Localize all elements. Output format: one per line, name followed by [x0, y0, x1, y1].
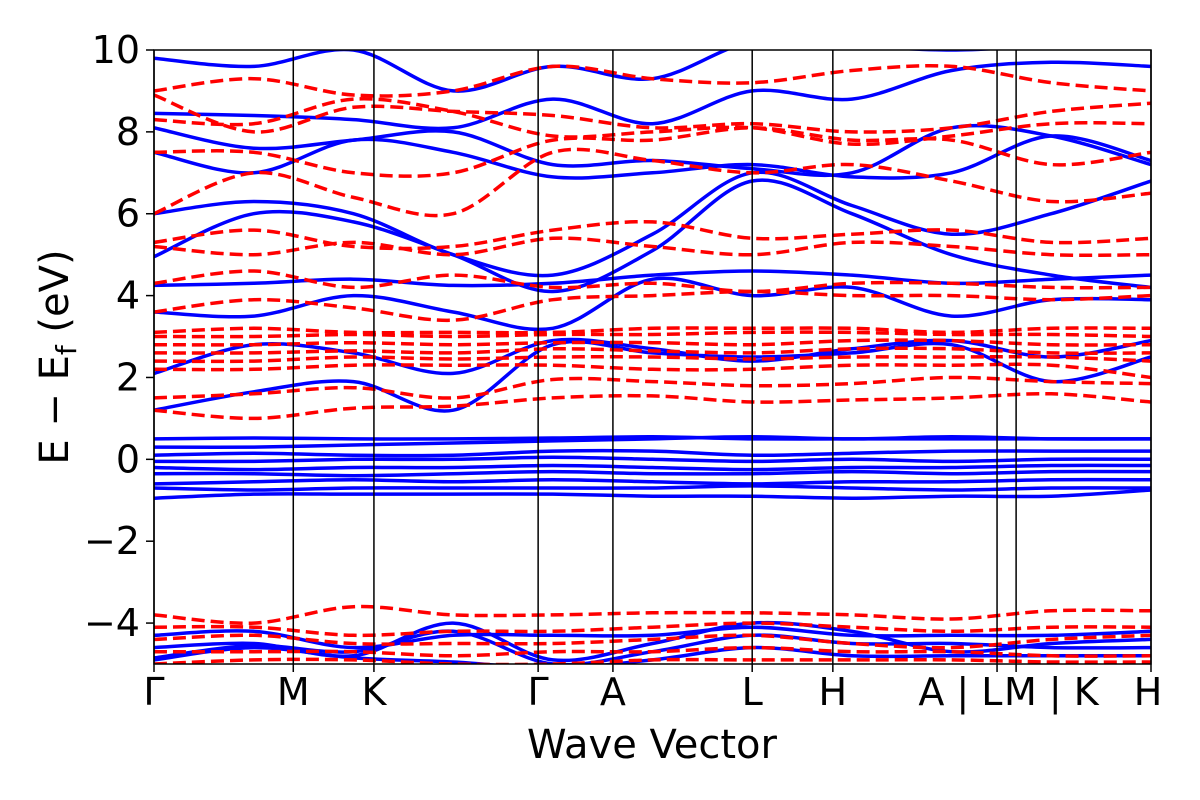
band-line-dashed: [154, 330, 1151, 339]
kpoint-label: Γ: [143, 670, 164, 714]
y-axis: −4 −2 0 2 4 6 8 10: [84, 28, 154, 645]
band-line-dashed: [154, 633, 1151, 650]
band-line-solid: [154, 469, 1151, 478]
band-line-dashed: [154, 147, 1151, 218]
kpoint-label: A: [600, 670, 626, 714]
band-line-solid: [154, 455, 1151, 464]
kpoint-label: M | K: [1004, 670, 1100, 715]
band-line-solid: [154, 625, 1151, 650]
band-line-dashed: [154, 375, 1151, 400]
band-line-solid: [154, 488, 1151, 500]
band-line-solid: [154, 276, 1151, 332]
band-line-dashed: [154, 621, 1151, 638]
band-line-solid: [154, 60, 1151, 131]
band-line-dashed: [154, 338, 1151, 347]
band-line-dashed: [154, 236, 1151, 258]
bands-group: [154, 50, 1151, 664]
band-line-dashed: [154, 126, 1151, 178]
band-line-solid: [154, 337, 1151, 376]
kpoint-label: A | L: [918, 670, 1002, 715]
y-axis-label-main: E − E: [32, 355, 78, 465]
y-tick-label: 0: [116, 437, 140, 481]
band-line-solid: [154, 435, 1151, 449]
band-line-solid: [154, 477, 1151, 486]
kpoint-label: K: [361, 670, 387, 714]
band-line-dashed: [154, 289, 1151, 323]
band-line-solid: [154, 170, 1151, 278]
band-line-dashed: [154, 645, 1151, 658]
band-line-dashed: [154, 354, 1151, 364]
kpoint-label: H: [1134, 670, 1163, 714]
band-line-solid: [154, 178, 1151, 294]
y-axis-label: E − Ef (eV): [32, 249, 83, 464]
band-line-solid: [154, 484, 1151, 492]
band-line-dashed: [154, 326, 1151, 335]
band-line-dashed: [154, 391, 1151, 421]
plot-frame: [153, 49, 1152, 665]
y-tick-label: −4: [84, 601, 140, 645]
band-line-dashed: [154, 93, 1151, 134]
band-line-dashed: [154, 362, 1151, 380]
kpoint-label: Γ: [528, 670, 549, 714]
y-axis-label-unit: (eV): [32, 249, 78, 345]
band-line-dashed: [154, 346, 1151, 355]
band-line-dashed: [154, 604, 1151, 625]
band-line-dashed: [154, 269, 1151, 294]
y-tick-label: 2: [116, 355, 140, 399]
y-tick-label: −2: [84, 519, 140, 563]
band-line-solid: [154, 134, 1151, 180]
kpoint-label: M: [277, 670, 310, 714]
y-tick-label: 6: [116, 192, 140, 236]
band-line-dashed: [154, 657, 1151, 664]
y-axis-label-sub: f: [50, 344, 83, 355]
x-axis-label: Wave Vector: [527, 722, 778, 768]
y-tick-label: 8: [116, 110, 140, 154]
band-line-solid: [154, 448, 1151, 458]
y-tick-label: 10: [92, 28, 140, 72]
band-line-dashed: [154, 97, 1151, 147]
y-tick-label: 4: [116, 274, 140, 318]
kpoint-label: H: [819, 670, 848, 714]
band-line-solid: [154, 463, 1151, 472]
band-line-dashed: [154, 64, 1151, 98]
band-line-dashed: [154, 219, 1151, 251]
kpoint-label: L: [742, 670, 763, 714]
